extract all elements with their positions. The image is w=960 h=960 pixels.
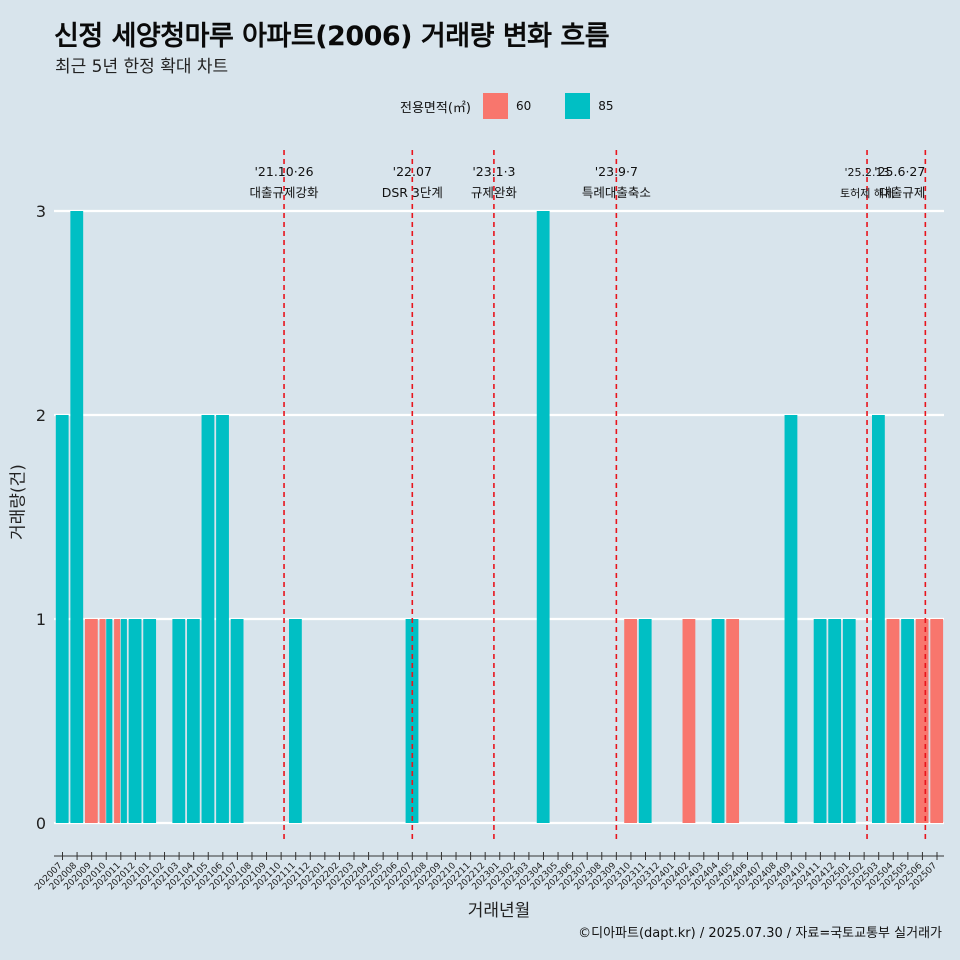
bar-202405-60 — [726, 619, 740, 823]
y-tick-label-0: 0 — [36, 814, 46, 833]
bar-202111-85 — [288, 619, 302, 823]
chart-subtitle: 최근 5년 한정 확대 차트 — [55, 57, 229, 77]
event-date-4: '25.2.13 — [845, 166, 890, 179]
bar-202506-60 — [915, 619, 929, 823]
bar-202503-85 — [871, 415, 885, 823]
bar-202402-60 — [682, 619, 696, 823]
bar-202012-85 — [128, 619, 142, 823]
bar-202409-85 — [784, 415, 798, 823]
bar-202505-85 — [901, 619, 914, 823]
event-date-3: '23.9·7 — [595, 164, 638, 179]
bar-202104-85 — [186, 619, 200, 823]
bar-202103-85 — [172, 619, 186, 823]
bar-202501-85 — [842, 619, 856, 823]
bar-202311-85 — [638, 619, 652, 823]
legend-key-60 — [482, 93, 508, 119]
x-axis-label: 거래년월 — [467, 901, 531, 921]
bar-202011-85 — [120, 619, 127, 823]
y-tick-label-3: 3 — [36, 202, 46, 221]
legend-key-85 — [565, 93, 591, 119]
legend-label-60: 60 — [515, 99, 532, 113]
bar-202007-85 — [55, 415, 69, 823]
legend-label-85: 85 — [598, 99, 614, 113]
event-label-0: 대출규제강화 — [250, 185, 320, 200]
chart-title: 신정 세양청마루 아파트(2006) 거래량 변화 흐름 — [54, 21, 610, 52]
event-label-5: 대출규제 — [879, 185, 925, 200]
legend: 전용면적(㎡) 60 85 — [400, 93, 648, 119]
bar-202008-85 — [70, 211, 84, 823]
event-label-4: 토허제 해제 — [840, 186, 894, 200]
event-date-0: '21.10·26 — [254, 164, 313, 179]
bar-202411-85 — [813, 619, 827, 823]
y-axis-label: 거래량(건) — [8, 464, 29, 540]
event-label-2: 규제완화 — [471, 185, 518, 200]
y-tick-label-1: 1 — [36, 610, 46, 629]
bar-202011-60 — [114, 619, 121, 823]
bar-202310-60 — [624, 619, 638, 823]
bar-202106-85 — [216, 415, 229, 823]
event-date-5: '25.6·27 — [874, 164, 925, 179]
event-label-3: 특례대출축소 — [582, 185, 651, 200]
bar-202404-85 — [711, 619, 725, 823]
bar-202507-60 — [930, 619, 944, 823]
bar-202010-85 — [106, 619, 113, 823]
bar-202412-85 — [828, 619, 842, 823]
bar-202009-60 — [84, 619, 98, 823]
bar-202107-85 — [230, 619, 244, 823]
legend-title: 전용면적(㎡) — [400, 100, 471, 116]
event-date-1: '22.07 — [393, 164, 432, 179]
event-label-1: DSR 3단계 — [382, 185, 443, 200]
bar-202105-85 — [201, 415, 215, 823]
source-caption: ©디아파트(dapt.kr) / 2025.07.30 / 자료=국토교통부 실… — [578, 926, 942, 941]
bar-202504-60 — [886, 619, 900, 823]
y-tick-label-2: 2 — [36, 406, 46, 425]
bar-202101-85 — [143, 619, 157, 823]
bar-202304-85 — [536, 211, 550, 823]
event-date-2: '23.1·3 — [472, 164, 515, 179]
bar-202010-60 — [99, 619, 106, 823]
